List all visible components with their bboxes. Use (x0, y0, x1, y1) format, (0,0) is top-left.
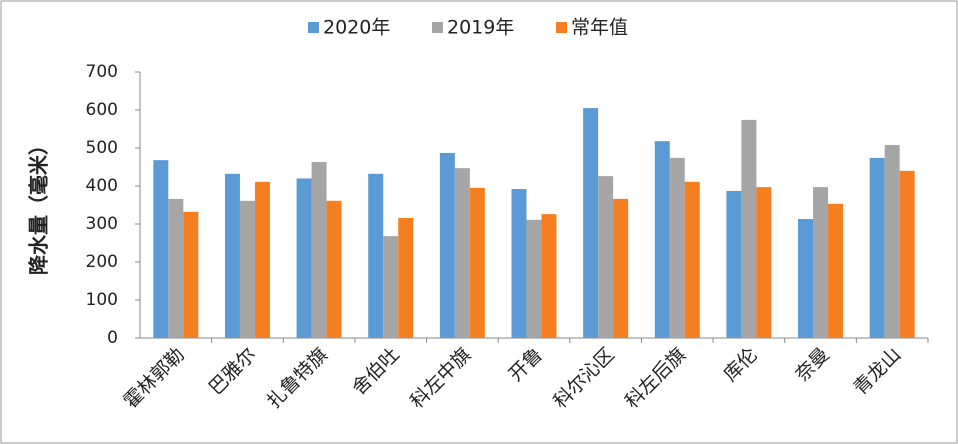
bar (813, 187, 829, 338)
bar (613, 198, 629, 338)
bar (311, 162, 327, 338)
y-tick-label: 400 (86, 176, 118, 196)
bar (869, 157, 885, 338)
bar (798, 219, 814, 338)
bar (526, 219, 542, 338)
bar (726, 190, 742, 338)
legend-label: 常年值 (571, 17, 628, 39)
bar (756, 187, 772, 338)
bar (239, 200, 255, 338)
bar (598, 176, 614, 338)
bar (828, 203, 844, 338)
bar (654, 141, 670, 338)
bar (224, 173, 240, 338)
bar (254, 181, 270, 338)
legend-swatch (556, 22, 567, 33)
bar (153, 160, 169, 338)
y-tick-label: 600 (86, 100, 118, 120)
bar (684, 181, 700, 338)
bar (511, 189, 527, 338)
y-tick-label: 300 (86, 214, 118, 234)
bar (296, 178, 312, 338)
bar (454, 168, 470, 338)
legend-label: 2020年 (323, 17, 390, 39)
y-tick-label: 0 (107, 328, 118, 348)
bar (669, 157, 685, 338)
legend-swatch (308, 22, 319, 33)
bar (469, 187, 485, 338)
y-tick-label: 700 (86, 62, 118, 82)
bar (899, 170, 915, 338)
bar (439, 152, 455, 338)
legend-label: 2019年 (447, 17, 514, 39)
y-axis-label: 降水量（毫米） (27, 135, 51, 275)
bar (884, 144, 900, 338)
bar (741, 119, 757, 338)
legend-swatch (432, 22, 443, 33)
y-tick-label: 100 (86, 290, 118, 310)
bar (383, 236, 399, 338)
bar (183, 211, 199, 338)
bar (398, 217, 414, 338)
bar (583, 108, 599, 338)
bar (326, 200, 342, 338)
y-tick-label: 200 (86, 252, 118, 272)
bar (541, 214, 557, 338)
bar (368, 173, 384, 338)
y-tick-label: 500 (86, 138, 118, 158)
bar (168, 198, 184, 338)
